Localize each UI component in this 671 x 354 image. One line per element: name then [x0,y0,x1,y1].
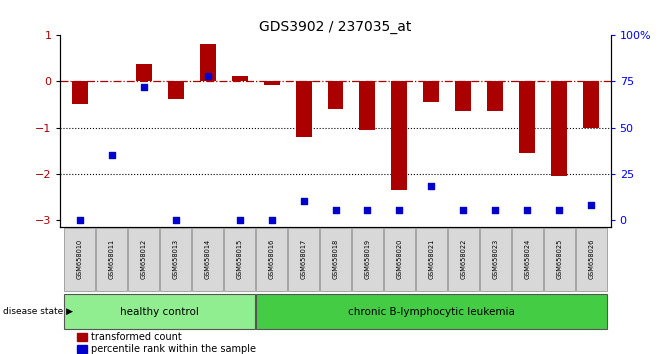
Bar [519,81,535,153]
FancyBboxPatch shape [256,228,287,291]
FancyBboxPatch shape [256,294,607,329]
Point [426,184,437,189]
Point [234,217,245,222]
FancyBboxPatch shape [384,228,415,291]
Point [586,202,597,208]
Text: GSM658020: GSM658020 [397,239,403,280]
Text: chronic B-lymphocytic leukemia: chronic B-lymphocytic leukemia [348,307,515,316]
Point [394,207,405,213]
Text: GSM658011: GSM658011 [109,239,115,279]
Text: GSM658016: GSM658016 [268,239,274,279]
FancyBboxPatch shape [512,228,543,291]
Bar [231,76,248,81]
Bar [583,81,599,129]
Point [74,217,85,222]
Point [490,207,501,213]
Text: GSM658023: GSM658023 [493,239,499,279]
FancyBboxPatch shape [224,228,255,291]
FancyBboxPatch shape [288,228,319,291]
Text: transformed count: transformed count [91,332,181,342]
Bar [168,81,184,99]
Bar [72,81,88,104]
FancyBboxPatch shape [576,228,607,291]
Bar [391,81,407,190]
Bar [327,81,344,109]
FancyBboxPatch shape [544,228,575,291]
Text: healthy control: healthy control [120,307,199,316]
FancyBboxPatch shape [64,294,255,329]
FancyBboxPatch shape [64,228,95,291]
Bar [552,81,568,176]
Point [362,207,373,213]
Point [202,73,213,79]
Point [266,217,277,222]
Bar [295,81,311,137]
Text: GSM658022: GSM658022 [460,239,466,280]
Bar [487,81,503,112]
Text: GSM658012: GSM658012 [140,239,146,279]
FancyBboxPatch shape [416,228,447,291]
Title: GDS3902 / 237035_at: GDS3902 / 237035_at [259,21,412,34]
FancyBboxPatch shape [96,228,127,291]
FancyBboxPatch shape [480,228,511,291]
FancyBboxPatch shape [128,228,159,291]
Bar [456,81,472,112]
Text: GSM658010: GSM658010 [76,239,83,279]
Text: GSM658024: GSM658024 [525,239,531,280]
Text: GSM658014: GSM658014 [205,239,211,279]
Text: disease state ▶: disease state ▶ [3,307,73,316]
Bar [77,333,87,341]
Text: GSM658021: GSM658021 [429,239,434,279]
Bar [77,345,87,353]
Bar [199,44,215,81]
Bar [264,81,280,85]
FancyBboxPatch shape [320,228,351,291]
Bar [360,81,376,130]
Text: GSM658026: GSM658026 [588,239,595,280]
Point [106,152,117,158]
Text: GSM658015: GSM658015 [237,239,242,279]
Bar [136,64,152,81]
Point [522,207,533,213]
FancyBboxPatch shape [192,228,223,291]
Text: GSM658018: GSM658018 [333,239,338,279]
Point [330,207,341,213]
Point [138,84,149,90]
Point [298,198,309,204]
Text: GSM658017: GSM658017 [301,239,307,279]
Point [170,217,181,222]
Text: percentile rank within the sample: percentile rank within the sample [91,344,256,354]
FancyBboxPatch shape [160,228,191,291]
Text: GSM658025: GSM658025 [556,239,562,280]
Point [554,207,565,213]
FancyBboxPatch shape [352,228,383,291]
Text: GSM658019: GSM658019 [364,239,370,279]
Text: GSM658013: GSM658013 [172,239,178,279]
FancyBboxPatch shape [448,228,479,291]
Point [458,207,469,213]
Bar [423,81,440,102]
